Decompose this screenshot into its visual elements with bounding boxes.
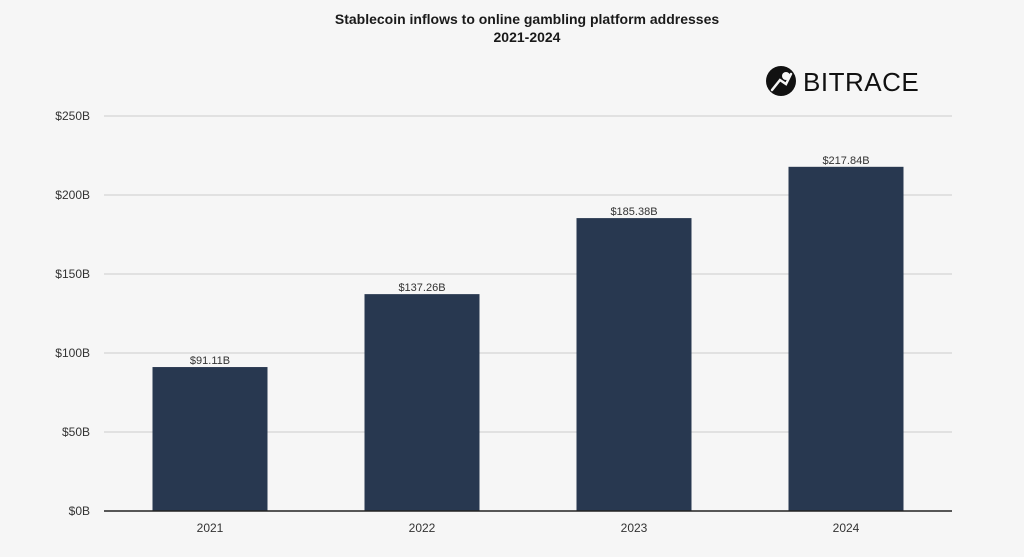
y-tick-label: $150B [55,267,90,281]
data-label: $185.38B [610,206,657,218]
y-tick-label: $50B [62,425,90,439]
bar-2023 [576,218,692,511]
y-tick-label: $250B [55,109,90,123]
data-label: $217.84B [822,155,869,167]
chart-subtitle: 2021-2024 [494,29,561,45]
bar-2024 [788,166,904,511]
chart-title: Stablecoin inflows to online gambling pl… [335,11,719,27]
brand-logo: BITRACE [766,66,919,97]
data-labels: $91.11B $137.26B $185.38B $217.84B [190,155,870,367]
bitrace-logo-icon [766,66,796,96]
y-tick-label: $0B [69,504,90,518]
y-axis-ticks: $0B $50B $100B $150B $200B $250B [55,109,90,518]
data-label: $91.11B [190,355,230,367]
bars [152,166,904,511]
y-tick-label: $200B [55,188,90,202]
bar-2022 [364,294,480,511]
bar-2021 [152,367,268,511]
data-label: $137.26B [398,282,445,294]
x-tick-label: 2021 [197,521,224,535]
x-tick-label: 2023 [621,521,648,535]
y-tick-label: $100B [55,346,90,360]
brand-name: BITRACE [803,67,919,97]
x-tick-label: 2022 [409,521,436,535]
x-tick-label: 2024 [833,521,860,535]
x-axis-ticks: 2021 2022 2023 2024 [197,521,860,535]
